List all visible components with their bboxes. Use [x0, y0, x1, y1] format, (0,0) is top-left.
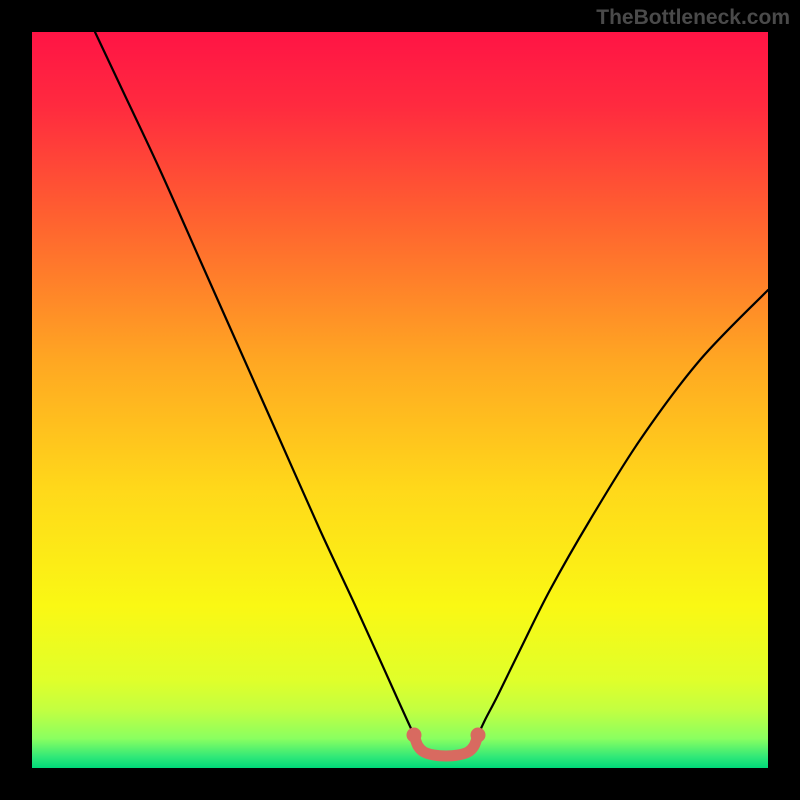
- curve-layer: [0, 0, 800, 800]
- chart-container: TheBottleneck.com: [0, 0, 800, 800]
- valley-dots: [407, 728, 486, 743]
- v-curve: [95, 32, 768, 735]
- curve-left-branch: [95, 32, 414, 735]
- valley-path: [414, 735, 478, 756]
- valley-marker: [414, 735, 478, 756]
- valley-endpoint-dot: [407, 728, 422, 743]
- curve-right-branch: [478, 290, 768, 735]
- watermark-text: TheBottleneck.com: [596, 6, 790, 30]
- valley-endpoint-dot: [471, 728, 486, 743]
